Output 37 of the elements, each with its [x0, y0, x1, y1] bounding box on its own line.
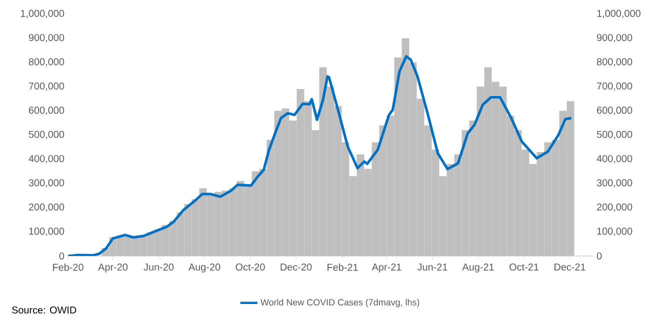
- x-tick-label: Jun-20: [144, 264, 174, 271]
- x-tick-label: Oct-20: [236, 264, 265, 271]
- y2-tick-label: 200,000: [597, 203, 632, 212]
- y-tick-label: 100,000: [29, 228, 64, 236]
- y2-tick-label: 300,000: [596, 179, 632, 188]
- x-tick-label: Aug-20: [188, 264, 220, 273]
- source-note: Source: OWID: [12, 306, 76, 314]
- y2-tick-label: 100,000: [597, 228, 632, 236]
- y-tick-label: 500,000: [28, 130, 64, 140]
- y-tick-label: 200,000: [28, 203, 64, 212]
- y-tick-label: 800,000: [28, 58, 64, 67]
- x-tick-label: Aug-21: [462, 264, 494, 273]
- y2-tick-label: 1,000,000: [597, 10, 640, 18]
- x-tick-label: Jun-21: [417, 264, 448, 271]
- y-tick-label: 600,000: [28, 106, 64, 115]
- y2-tick-label: 500,000: [596, 130, 632, 140]
- y2-tick-label: 600,000: [597, 106, 632, 115]
- y2-tick-label: 800,000: [596, 58, 632, 67]
- y-tick-label: 0: [59, 252, 64, 260]
- y2-tick-label: 400,000: [596, 155, 632, 164]
- x-tick-label: Feb-20: [53, 264, 84, 271]
- x-tick-label: Dec-20: [280, 264, 312, 271]
- x-tick-label: Feb-21: [328, 264, 358, 271]
- y-tick-label: 900,000: [28, 34, 64, 42]
- y-tick-label: 400,000: [28, 155, 64, 164]
- x-tick-label: Oct-21: [510, 264, 538, 271]
- line-series: [68, 55, 573, 256]
- y2-tick-label: 700,000: [597, 82, 632, 91]
- y-tick-label: 1,000,000: [20, 10, 64, 18]
- y2-tick-label: 900,000: [596, 34, 632, 42]
- legend-label: World New COVID Cases (7dmavg, lhs): [260, 298, 420, 308]
- y-tick-label: 700,000: [28, 82, 64, 91]
- x-tick-label: Apr-21: [372, 264, 402, 273]
- x-tick-label: Apr-20: [98, 264, 128, 273]
- y2-tick-label: 0: [596, 252, 602, 260]
- y-tick-label: 300,000: [28, 179, 64, 188]
- x-tick-label: Dec-21: [554, 264, 586, 271]
